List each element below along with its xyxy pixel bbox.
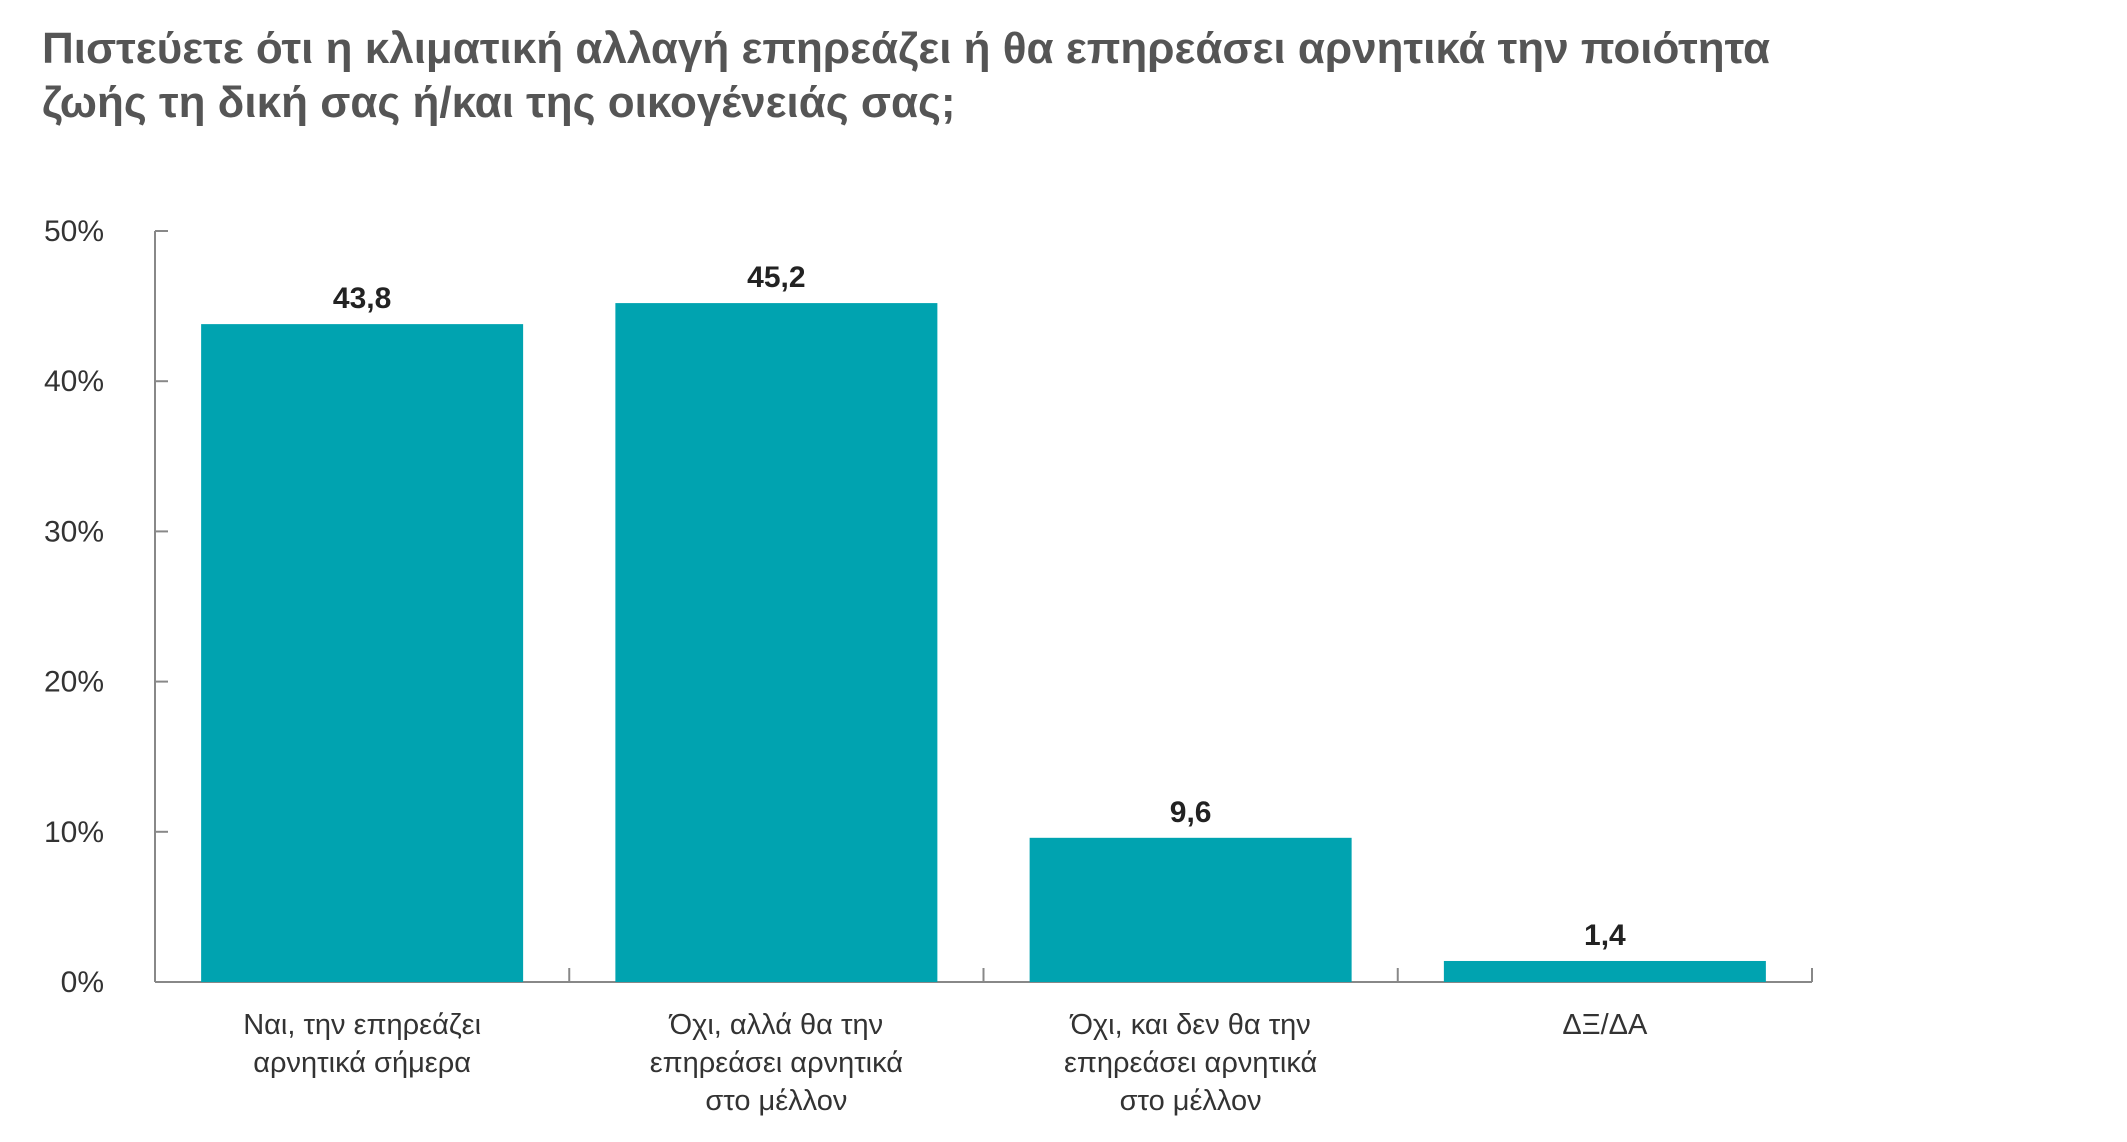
y-tick-label: 0%	[61, 966, 104, 999]
y-tick-label: 20%	[44, 666, 104, 699]
y-tick-label: 30%	[44, 515, 104, 548]
chart-title: Πιστεύετε ότι η κλιματική αλλαγή επηρεάζ…	[42, 22, 1942, 130]
bars	[201, 303, 1766, 982]
category-label: Όχι, αλλά θα την επηρεάσει αρνητικά στο μέ…	[650, 1009, 903, 1117]
chart-title-line: ζωής τη δική σας ή/και της οικογένειάς σ…	[42, 78, 956, 127]
y-tick-label: 40%	[44, 365, 104, 398]
y-tick-label: 50%	[44, 215, 104, 248]
data-labels: 43,8 45,2 9,6 1,4	[333, 261, 1626, 952]
category-label-line: επηρεάσει αρνητικά	[650, 1047, 903, 1079]
category-label-line: ΔΞ/ΔΑ	[1562, 1009, 1648, 1041]
category-label: Ναι, την επηρεάζει αρνητικά σήμερα	[243, 1009, 481, 1079]
category-label-line: στο μέλλον	[1120, 1085, 1262, 1117]
category-label-line: αρνητικά σήμερα	[253, 1047, 471, 1079]
bar	[615, 303, 938, 982]
bar	[1443, 960, 1766, 982]
data-label: 9,6	[1170, 796, 1212, 829]
category-labels: Ναι, την επηρεάζει αρνητικά σήμερα Όχι, αλ…	[243, 1009, 1648, 1117]
data-label: 43,8	[333, 282, 391, 315]
data-label: 45,2	[747, 261, 805, 294]
chart-title-line: Πιστεύετε ότι η κλιματική αλλαγή επηρεάζ…	[42, 24, 1771, 73]
y-axis: 0% 10% 20% 30% 40% 50%	[44, 215, 168, 999]
bar	[201, 324, 524, 982]
category-label-line: Ναι, την επηρεάζει	[243, 1009, 481, 1041]
category-label-line: στο μέλλον	[705, 1085, 847, 1117]
category-label-line: Όχι, αλλά θα την	[669, 1009, 883, 1041]
y-tick-label: 10%	[44, 816, 104, 849]
category-label-line: Όχι, και δεν θα την	[1069, 1009, 1310, 1041]
category-label: Όχι, και δεν θα την επηρεάσει αρνητικά στο…	[1064, 1009, 1317, 1117]
bar	[1029, 837, 1352, 982]
category-label: ΔΞ/ΔΑ	[1562, 1009, 1648, 1041]
category-label-line: επηρεάσει αρνητικά	[1064, 1047, 1317, 1079]
data-label: 1,4	[1584, 919, 1626, 952]
